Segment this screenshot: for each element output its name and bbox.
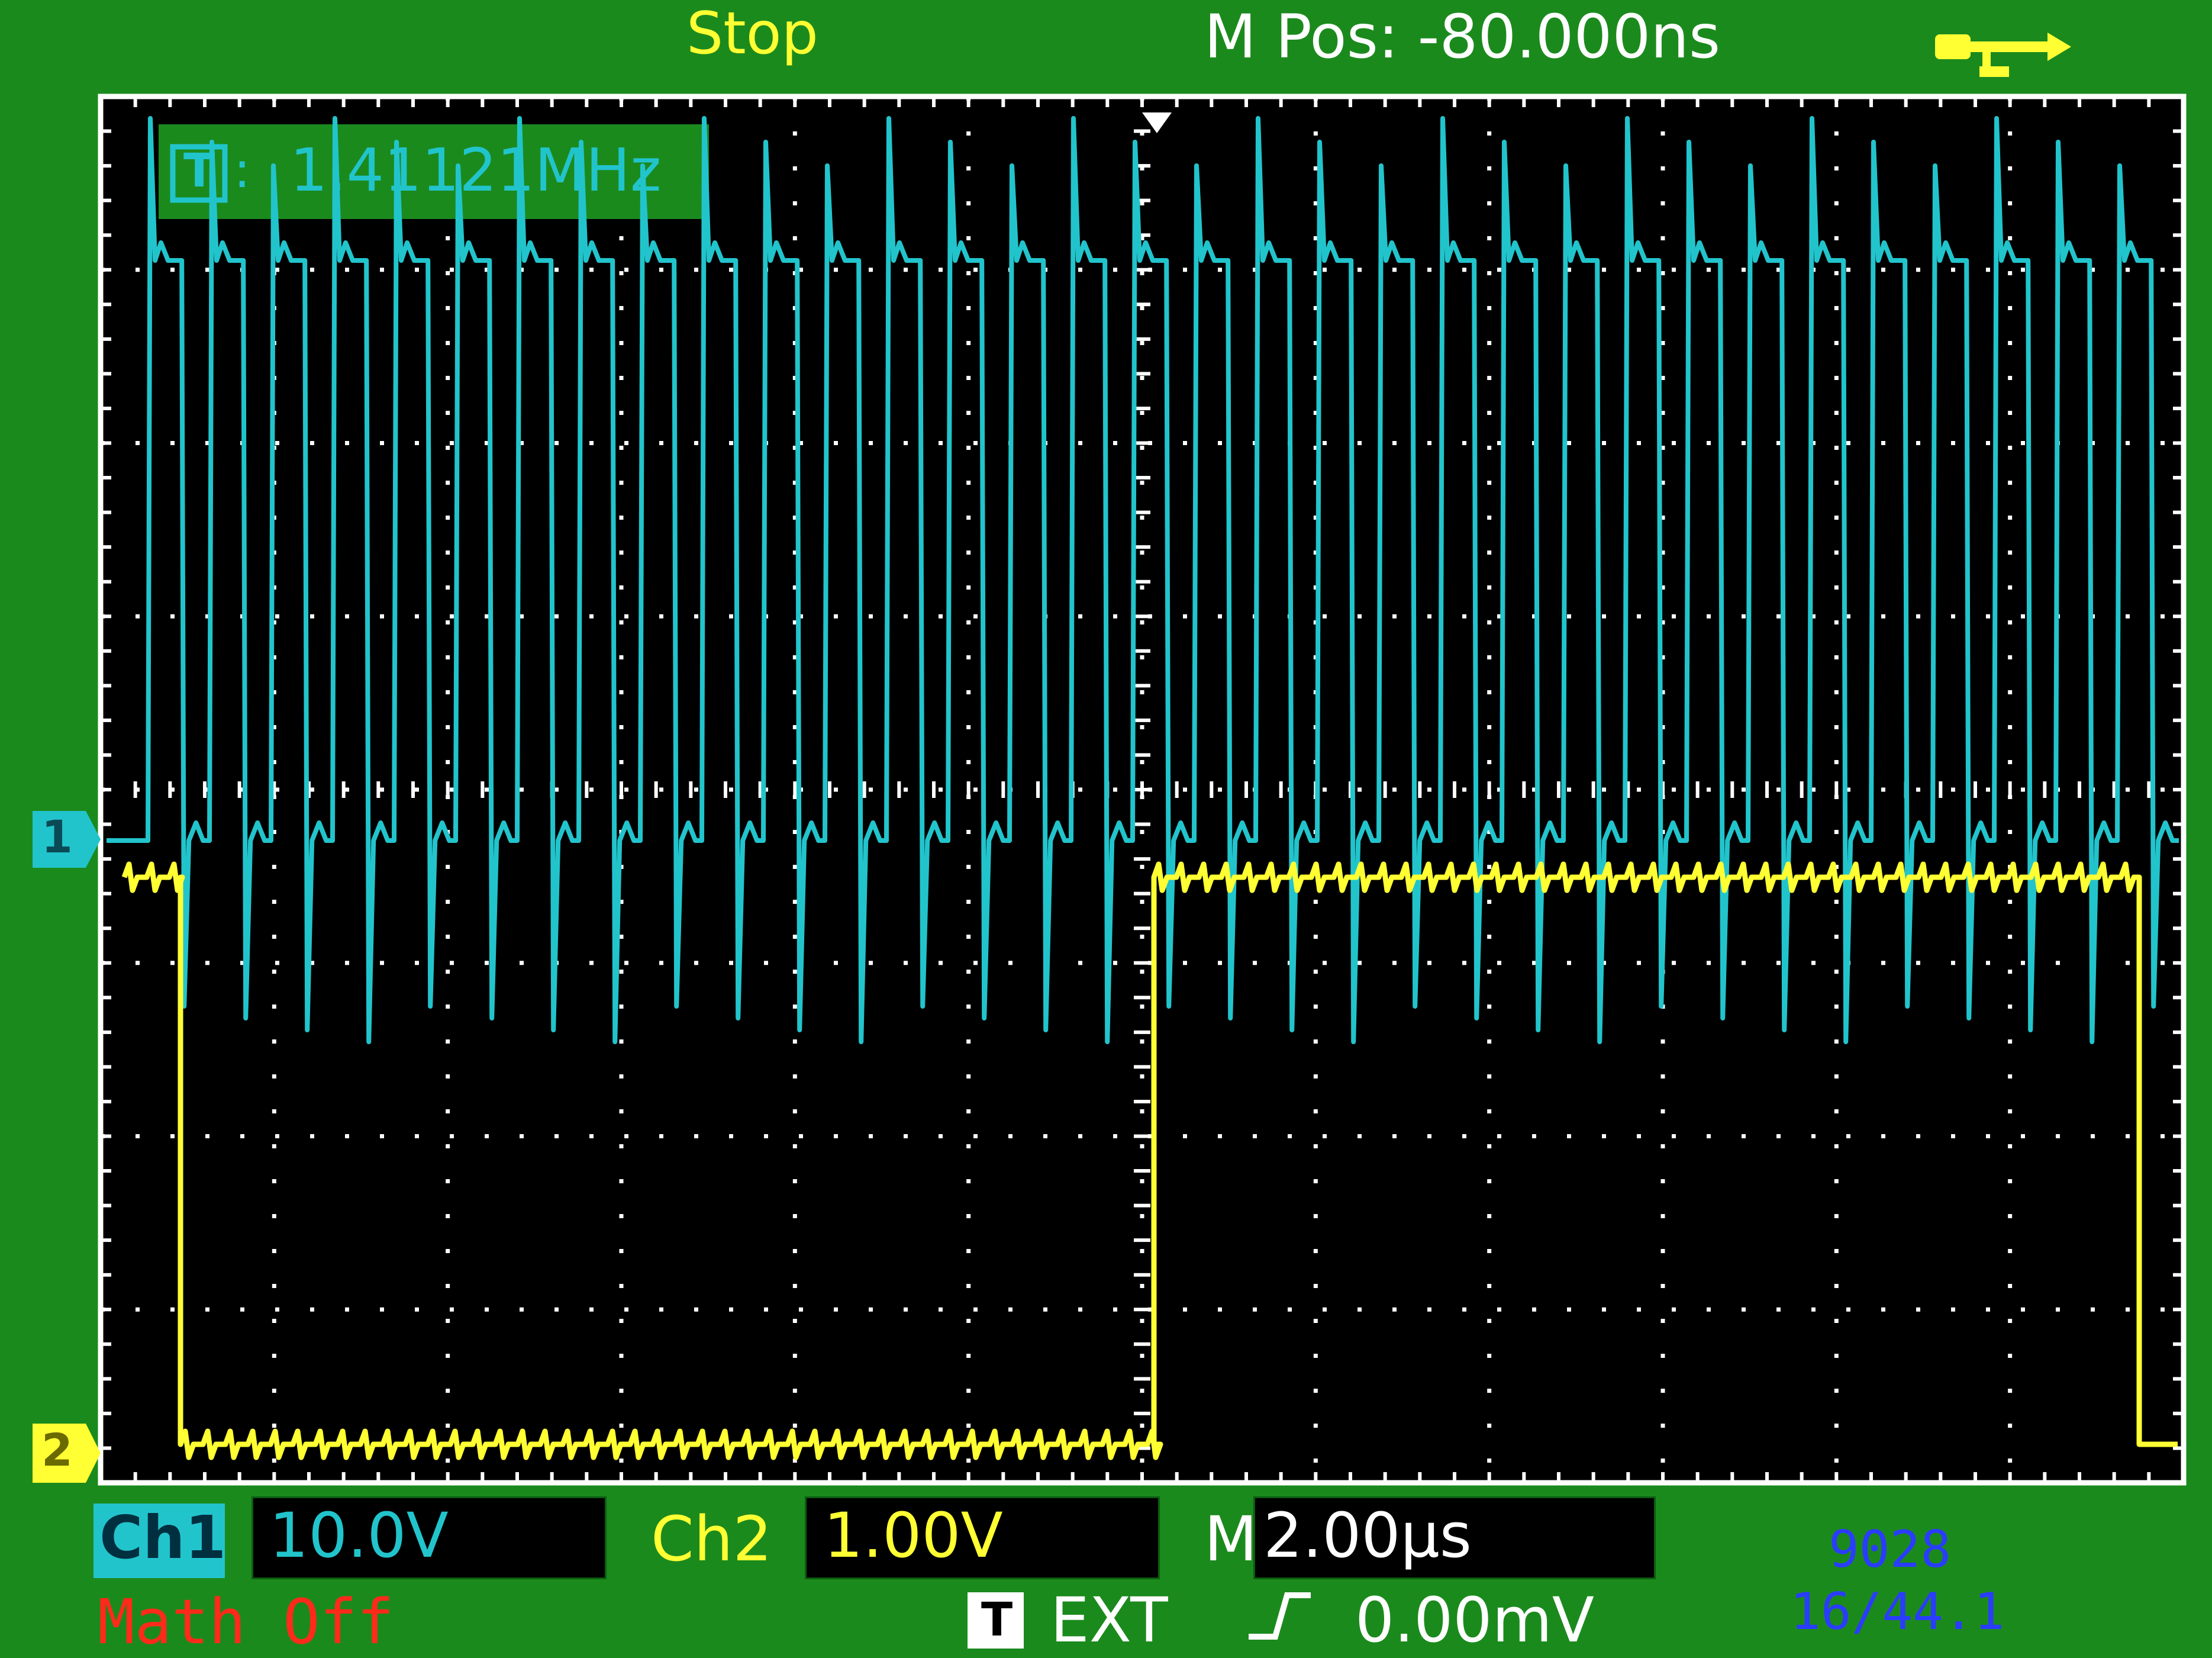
bottom-trigger-tag: T (981, 1593, 1013, 1647)
frequency-value: 1.41121MHz (290, 136, 662, 205)
overlay-line-1: 9028 (1829, 1520, 1952, 1579)
ch2-scale[interactable]: 1.00V (824, 1499, 1003, 1572)
trigger-level[interactable]: 0.00mV (1355, 1584, 1595, 1656)
ch2-scale-box[interactable] (805, 1496, 1160, 1579)
math-status[interactable]: Math Off (98, 1586, 394, 1658)
ch1-waveform (107, 116, 2179, 1044)
ch1-marker[interactable]: 1 (41, 810, 73, 863)
time-label: M (1204, 1503, 1257, 1575)
frequency-trigger-tag-box (170, 144, 228, 203)
trigger-position-marker (1142, 112, 1172, 133)
ch1-scale[interactable]: 10.0V (269, 1499, 449, 1572)
m-pos-readout: M Pos: -80.000ns (1204, 2, 1721, 72)
frequency-readout-box (159, 124, 709, 219)
ch1-marker-shape (33, 811, 101, 868)
ch2-marker[interactable]: 2 (41, 1424, 73, 1476)
ch1-scale-box[interactable] (251, 1496, 607, 1579)
time-scale-box[interactable] (1253, 1496, 1656, 1579)
time-scale[interactable]: 2.00µs (1263, 1499, 1472, 1572)
ch1-trace (107, 116, 2179, 1044)
ch2-trace (121, 861, 2178, 1460)
ch2-label[interactable]: Ch2 (651, 1503, 772, 1575)
ch2-marker-shape (33, 1424, 101, 1483)
frequency-separator: : (234, 141, 251, 199)
run-state: Stop (686, 0, 818, 67)
ch2-waveform (121, 861, 2178, 1460)
frequency-trigger-tag: T (183, 144, 215, 198)
usb-icon (1935, 33, 2071, 77)
overlay-line-2: 16/44.1 (1790, 1582, 2005, 1641)
ch1-label[interactable]: Ch1 (99, 1503, 227, 1572)
graticule-grid (99, 95, 2185, 1483)
rising-edge-icon (1249, 1592, 1311, 1640)
ch1-label-box[interactable] (93, 1504, 225, 1578)
bottom-trigger-tag-box (968, 1592, 1024, 1649)
trigger-source[interactable]: EXT (1050, 1584, 1168, 1656)
